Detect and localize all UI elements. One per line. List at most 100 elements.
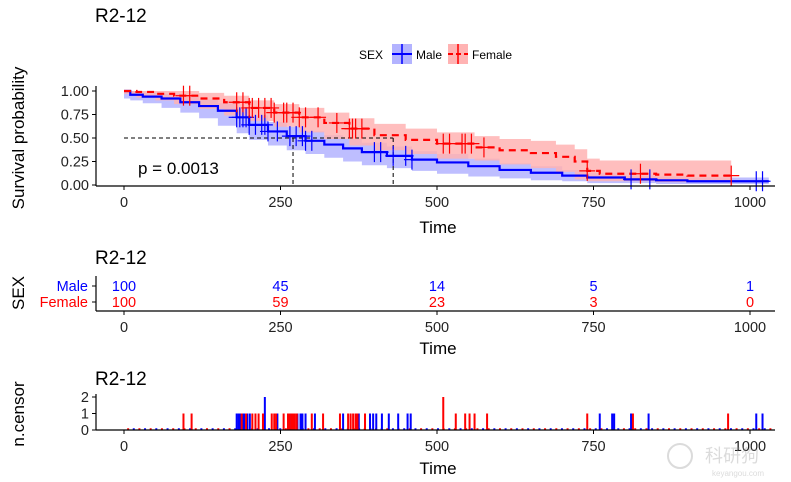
- ncensor-x-tick-label: 0: [120, 439, 128, 455]
- legend-female-label: Female: [472, 48, 512, 62]
- ncensor-bar-male: [613, 413, 616, 430]
- watermark: 科研狗 keyangou.com: [667, 443, 764, 478]
- ncensor-bar-male: [299, 413, 302, 430]
- ncensor-bar-male: [369, 413, 372, 430]
- ncensor-bar-male: [598, 413, 601, 430]
- km-y-tick-label: 0.50: [61, 131, 89, 147]
- ncensor-bar-male: [409, 413, 412, 430]
- risk-cell-female: 0: [746, 295, 754, 311]
- ncensor-bar-male: [301, 413, 304, 430]
- risk-cell-male: 45: [272, 279, 288, 295]
- km-x-axis-label: Time: [419, 218, 456, 237]
- ncensor-bar-male: [647, 413, 650, 430]
- ncensor-bar-male: [235, 413, 238, 430]
- ncensor-bar-female: [586, 413, 589, 430]
- ncensor-bar-male: [276, 413, 279, 430]
- km-y-tick-label: 0.75: [61, 108, 89, 124]
- risk-cell-female: 3: [589, 295, 597, 311]
- ncensor-bar-male: [239, 413, 242, 430]
- ncensor-bar-female: [292, 413, 295, 430]
- km-censor-marks: [175, 85, 771, 192]
- legend-male-label: Male: [416, 48, 442, 62]
- ncensor-y-tick-label: 2: [81, 390, 89, 406]
- km-title: R2-12: [95, 6, 147, 27]
- ncensor-bar-male: [397, 413, 400, 430]
- ncensor-bar-female: [282, 413, 285, 430]
- km-x-tick-label: 750: [581, 195, 605, 211]
- risk-table-cells: Male 100 45 14 5 1 Female 100 59 23 3 0: [40, 279, 754, 311]
- ncensor-bar-male: [313, 413, 316, 430]
- km-confidence-bands: [124, 91, 769, 185]
- risk-cell-female: 59: [272, 295, 288, 311]
- ncensor-bar-male: [357, 413, 360, 430]
- risk-cell-female: 100: [112, 295, 136, 311]
- ncensor-x-tick-label: 500: [425, 439, 449, 455]
- km-y-tick-label: 1.00: [61, 84, 89, 100]
- risk-row-label-male: Male: [57, 279, 88, 295]
- risk-table-panel: R2-12 SEX Time Male 100 45 14 5 1 Female 100 59 2…: [9, 248, 775, 358]
- risk-x-axis-label: Time: [419, 339, 456, 358]
- ncensor-bar-male: [246, 413, 249, 430]
- km-y-tick-label: 0.25: [61, 155, 89, 171]
- ncensor-bar-female: [468, 413, 471, 430]
- risk-x-tick-label: 250: [268, 320, 292, 336]
- ncensor-bar-female: [275, 413, 278, 430]
- ncensor-bar-female: [240, 413, 243, 430]
- risk-cell-male: 5: [589, 279, 597, 295]
- ncensor-bar-female: [257, 413, 260, 430]
- risk-x-tick-label: 0: [120, 320, 128, 336]
- ncensor-bar-male: [237, 413, 240, 430]
- ncensor-bar-female: [190, 413, 193, 430]
- ncensor-bar-male: [761, 413, 764, 430]
- km-axes: 0.00 0.25 0.50 0.75 1.00 0 250 500 750 1000: [61, 84, 775, 211]
- ncensor-bar-female: [293, 413, 296, 430]
- ncensor-bar-female: [354, 413, 357, 430]
- ncensor-bar-female: [251, 413, 254, 430]
- ncensor-bar-female: [473, 413, 476, 430]
- risk-row-label-female: Female: [40, 295, 88, 311]
- ncensor-bar-male: [342, 413, 345, 430]
- risk-x-tick-label: 1000: [734, 320, 766, 336]
- ncensor-bar-female: [273, 413, 276, 430]
- p-value-annotation: p = 0.0013: [138, 159, 219, 178]
- risk-cell-male: 1: [746, 279, 754, 295]
- ncensor-bar-male: [248, 413, 251, 430]
- ncensor-bar-male: [611, 413, 614, 430]
- km-x-tick-label: 0: [120, 195, 128, 211]
- ncensor-bar-female: [254, 413, 257, 430]
- km-y-tick-label: 0.00: [61, 178, 89, 194]
- ncensor-y-tick-label: 0: [81, 423, 89, 439]
- risk-axes: 0 250 500 750 1000: [92, 276, 775, 336]
- ncensor-bar-male: [380, 413, 383, 430]
- ncensor-bar-male: [304, 413, 307, 430]
- ncensor-bar-male: [372, 413, 375, 430]
- ncensor-x-tick-label: 1000: [734, 439, 766, 455]
- risk-cell-male: 14: [429, 279, 445, 295]
- ncensor-bar-female: [347, 413, 350, 430]
- risk-cell-male: 100: [112, 279, 136, 295]
- legend-title: SEX: [359, 48, 383, 62]
- ncensor-bar-male: [375, 413, 378, 430]
- ncensor-bar-male: [387, 413, 390, 430]
- ncensor-bar-female: [261, 413, 264, 430]
- ncensor-bar-female: [356, 413, 359, 430]
- ncensor-bar-female: [270, 413, 273, 430]
- ncensor-bar-female: [288, 413, 291, 430]
- ncensor-bar-male: [755, 413, 758, 430]
- ncensor-y-tick-label: 1: [81, 407, 89, 423]
- ncensor-x-axis-label: Time: [419, 459, 456, 478]
- ncensor-x-tick-label: 750: [581, 439, 605, 455]
- km-x-tick-label: 500: [425, 195, 449, 211]
- km-x-tick-label: 1000: [734, 195, 766, 211]
- km-y-axis-label: Survival probability: [9, 66, 28, 209]
- watermark-text: 科研狗: [705, 446, 759, 466]
- ncensor-bar-male: [241, 413, 244, 430]
- ncensor-x-tick-label: 250: [268, 439, 292, 455]
- ncensor-bar-female: [349, 413, 352, 430]
- ncensor-bar-female: [290, 413, 293, 430]
- ncensor-bar-female: [182, 413, 185, 430]
- ncensor-y-axis-label: n.censor: [9, 381, 28, 447]
- ncensor-bar-female: [352, 413, 355, 430]
